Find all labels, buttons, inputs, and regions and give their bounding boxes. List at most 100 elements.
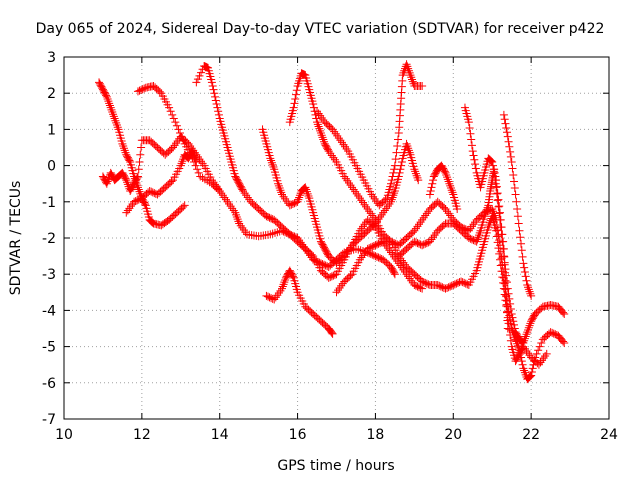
data-point [210, 89, 219, 98]
data-point [517, 239, 526, 248]
data-point [168, 110, 177, 119]
data-point [501, 296, 510, 305]
data-point [560, 338, 569, 347]
x-tick-label: 20 [444, 427, 462, 443]
x-tick-label: 16 [289, 427, 307, 443]
data-point [135, 157, 144, 166]
y-tick-label: -5 [42, 340, 56, 356]
data-point [505, 142, 514, 151]
data-point [197, 68, 206, 77]
x-tick-label: 24 [600, 427, 618, 443]
data-point [519, 259, 528, 268]
data-point [522, 276, 531, 285]
data-point [440, 167, 449, 176]
data-point [530, 357, 539, 366]
data-points [95, 60, 569, 384]
data-point [426, 186, 435, 195]
data-point [180, 201, 189, 210]
data-point [346, 271, 355, 280]
x-tick-label: 14 [211, 427, 229, 443]
series-L [98, 132, 224, 195]
data-point [289, 103, 298, 112]
x-axis-label: GPS time / hours [277, 458, 394, 474]
data-point [510, 324, 519, 333]
data-point [510, 184, 519, 193]
data-point [418, 284, 427, 293]
data-point [496, 255, 504, 264]
y-tick-label: -2 [42, 231, 56, 247]
data-point [390, 268, 399, 277]
data-point [506, 304, 515, 313]
data-point [513, 212, 522, 221]
data-point [471, 160, 480, 169]
data-point [528, 364, 537, 373]
data-point [169, 114, 178, 123]
data-point [134, 165, 143, 174]
data-point [290, 99, 299, 108]
data-point [559, 337, 568, 346]
data-point [496, 215, 505, 224]
data-point [467, 141, 476, 150]
data-point [515, 346, 524, 355]
data-point [292, 90, 301, 99]
data-point [506, 336, 515, 345]
y-tick-label: 2 [47, 86, 56, 102]
data-point [500, 115, 509, 124]
data-point [508, 313, 517, 322]
data-point [381, 195, 390, 204]
data-point [534, 346, 543, 355]
data-point [328, 329, 337, 338]
data-point [503, 278, 512, 287]
data-point [506, 147, 515, 156]
data-point [292, 86, 301, 95]
series-N [425, 161, 462, 214]
data-point [516, 233, 525, 242]
data-point [102, 91, 111, 100]
y-tick-label: -6 [42, 376, 56, 392]
data-point [470, 155, 479, 164]
data-point [527, 371, 536, 380]
data-point [510, 320, 519, 329]
data-point [125, 156, 134, 165]
data-point [512, 197, 521, 206]
y-tick-label: -3 [42, 267, 56, 283]
data-point [192, 157, 201, 166]
data-point [559, 308, 568, 317]
data-point [140, 199, 149, 208]
data-point [520, 263, 529, 272]
data-point [527, 291, 536, 300]
data-point [497, 223, 506, 232]
data-point [207, 78, 216, 87]
data-point [503, 132, 512, 141]
data-point [174, 125, 183, 134]
data-point [493, 196, 502, 205]
data-point [509, 171, 518, 180]
data-point [493, 189, 502, 198]
data-point [392, 148, 401, 157]
data-point [503, 308, 512, 317]
series-E [285, 69, 551, 369]
data-point [465, 123, 474, 132]
data-point [291, 94, 300, 103]
data-point [215, 186, 224, 195]
data-point [133, 173, 142, 182]
data-point [171, 118, 180, 127]
data-point [453, 205, 462, 214]
data-point [511, 190, 520, 199]
data-point [501, 284, 510, 293]
data-point [513, 205, 522, 214]
data-point [517, 353, 526, 362]
data-point [507, 310, 516, 319]
data-point [535, 342, 544, 351]
data-point [391, 155, 400, 164]
data-point [208, 81, 217, 90]
data-point [167, 177, 176, 186]
data-point [192, 78, 201, 87]
data-point [499, 244, 508, 253]
series-F [313, 60, 427, 210]
data-point [487, 157, 496, 166]
data-point [492, 183, 501, 192]
y-tick-label: 1 [47, 122, 56, 138]
data-point [394, 135, 403, 144]
data-point [155, 87, 164, 96]
